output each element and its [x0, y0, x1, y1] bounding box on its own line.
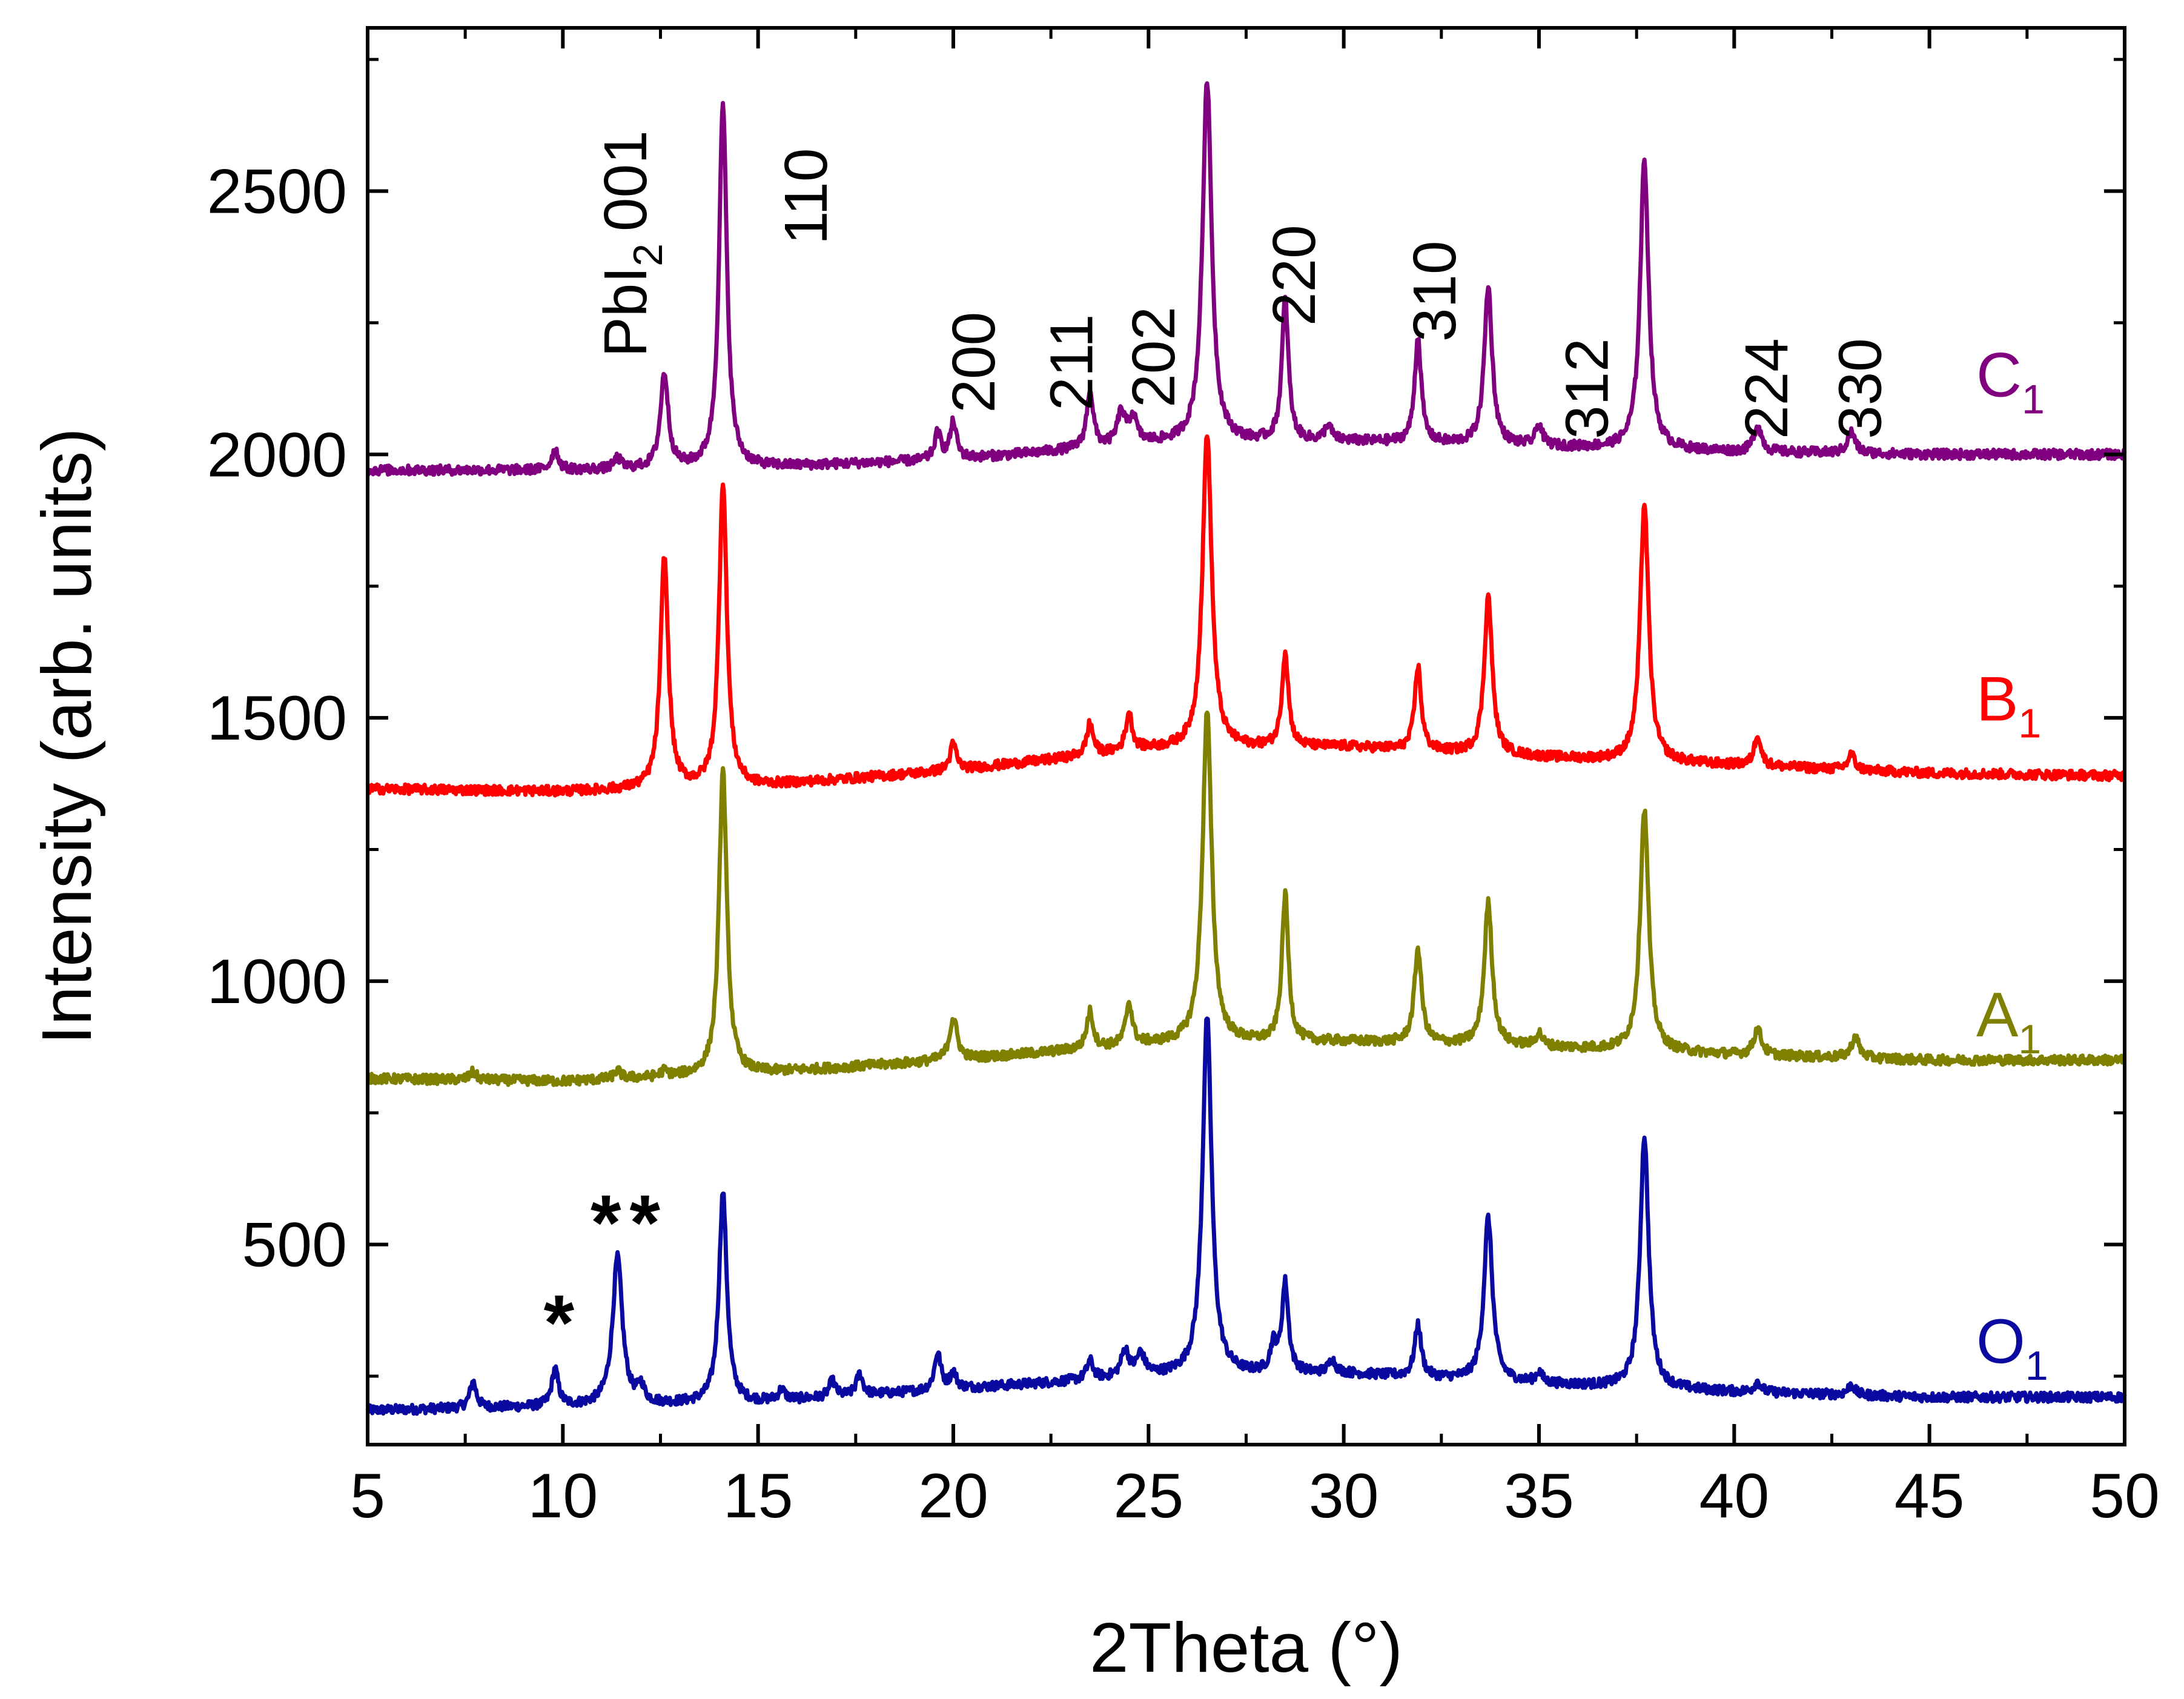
series-label-name: A [1976, 980, 2019, 1050]
pbi2-formula: PbI [592, 267, 660, 357]
miller-index-label: 224 [1733, 338, 1801, 439]
impurity-marker: * [544, 1278, 575, 1366]
miller-index-label: 202 [1120, 306, 1188, 408]
x-axis-title: 2Theta (°) [1090, 1608, 1403, 1687]
x-tick-label: 10 [528, 1461, 598, 1531]
series-line-b [365, 434, 2127, 798]
y-tick-label: 1500 [207, 683, 347, 753]
series-line-c [365, 81, 2127, 477]
miller-index-label: 110 [772, 148, 840, 245]
axes-layer: 5 10 15 20 25 30 35 40 45 50 500 1000 1500 2000 2500 [207, 26, 2160, 1531]
miller-index-label: 312 [1553, 338, 1621, 439]
series-label-b: B1 [1976, 664, 2041, 746]
x-tick-label: 40 [1699, 1461, 1769, 1531]
pbi2-peak-label: PbI2 001 [592, 130, 671, 357]
series-line-o [365, 1016, 2127, 1416]
series-label-name: B [1976, 664, 2018, 734]
series-line-a [366, 710, 2127, 1087]
pbi2-subscript: 2 [625, 243, 671, 267]
series-label-a: A1 [1976, 980, 2041, 1062]
series-label-subscript: 1 [2022, 377, 2045, 423]
x-tick-label: 25 [1113, 1461, 1183, 1531]
impurity-marker: * [629, 1178, 660, 1267]
miller-index-label: 211 [1037, 314, 1105, 410]
x-tick-label: 35 [1504, 1461, 1574, 1531]
pbi2-index: 001 [592, 130, 660, 231]
y-axis-title: Intensity (arb. units) [27, 428, 106, 1045]
series-label-subscript: 1 [2018, 700, 2041, 746]
x-tick-label: 5 [350, 1461, 385, 1531]
x-tick-label: 20 [918, 1461, 988, 1531]
series-label-o: O1 [1976, 1307, 2048, 1389]
series-label-subscript: 1 [2018, 1016, 2041, 1062]
miller-index-label: 220 [1260, 225, 1328, 326]
x-tick-label: 50 [2090, 1461, 2160, 1531]
miller-index-label: 200 [940, 312, 1008, 413]
miller-index-label: 330 [1827, 338, 1894, 439]
y-tick-label: 2500 [207, 157, 347, 227]
y-tick-label: 1000 [207, 947, 347, 1017]
series-label-name: C [1976, 340, 2022, 411]
x-tick-label: 15 [723, 1461, 793, 1531]
miller-index-label: 310 [1401, 240, 1469, 342]
series-label-c: C1 [1976, 340, 2045, 423]
series-label-name: O [1976, 1307, 2025, 1377]
x-tick-label: 45 [1894, 1461, 1965, 1531]
y-tick-label: 2000 [207, 420, 347, 490]
series-label-subscript: 1 [2025, 1343, 2048, 1389]
y-tick-label: 500 [242, 1210, 347, 1280]
x-tick-label: 30 [1309, 1461, 1379, 1531]
impurity-marker: * [591, 1178, 621, 1267]
